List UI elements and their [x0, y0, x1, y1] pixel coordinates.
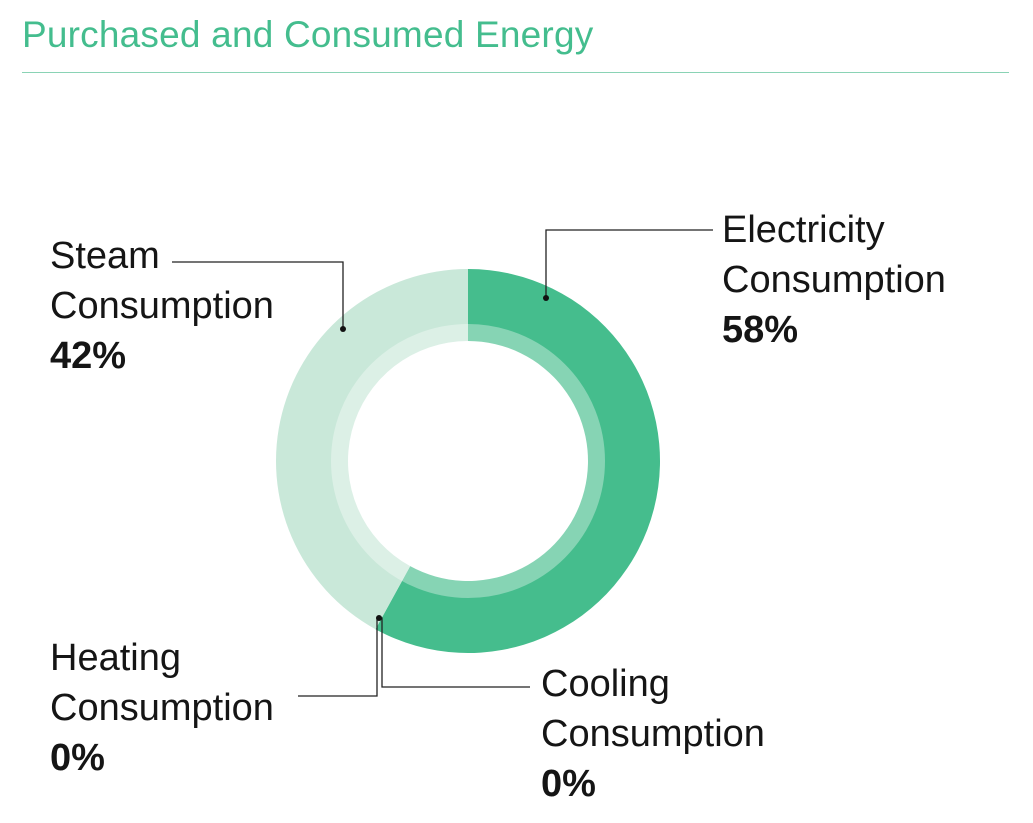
heating-label-line2: Consumption	[50, 687, 274, 729]
electricity-callout-line	[545, 229, 713, 298]
electricity-label-line2: Consumption	[722, 259, 946, 301]
electricity-label-line1: Electricity	[722, 209, 885, 251]
callout-dots	[340, 295, 549, 621]
cooling-label: Cooling Consumption 0%	[541, 659, 841, 809]
electricity-callout-dot	[543, 295, 549, 301]
steam-label-line1: Steam	[50, 235, 160, 277]
cooling-label-line1: Cooling	[541, 663, 670, 705]
steam-label-line2: Consumption	[50, 285, 274, 327]
slice-electricity-consumption	[375, 269, 661, 653]
heating-percent: 0%	[50, 737, 105, 779]
chart-title: Purchased and Consumed Energy	[22, 14, 594, 55]
electricity-label: Electricity Consumption 58%	[722, 205, 1022, 355]
steam-callout-line	[172, 261, 344, 329]
heating-label-line1: Heating	[50, 637, 181, 679]
heating-label: Heating Consumption 0%	[50, 633, 350, 783]
title-divider	[22, 72, 1009, 73]
electricity-percent: 58%	[722, 309, 799, 351]
donut-slices	[276, 269, 661, 653]
steam-callout-dot	[340, 326, 346, 332]
steam-percent: 42%	[50, 335, 127, 377]
slice-steam-consumption	[276, 269, 468, 630]
cooling-label-line2: Consumption	[541, 713, 765, 755]
donut-inner-ring	[331, 324, 605, 598]
steam-label: Steam Consumption 42%	[50, 231, 350, 381]
heating-callout-dot	[376, 615, 382, 621]
cooling-percent: 0%	[541, 763, 596, 805]
